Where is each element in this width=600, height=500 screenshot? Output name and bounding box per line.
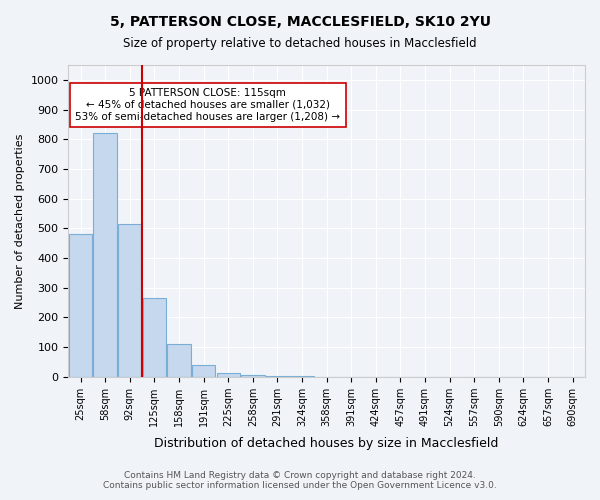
Y-axis label: Number of detached properties: Number of detached properties [15, 133, 25, 308]
Bar [94, 134, 117, 376]
Bar [217, 373, 240, 376]
Bar [167, 344, 191, 376]
X-axis label: Distribution of detached houses by size in Macclesfield: Distribution of detached houses by size … [154, 437, 499, 450]
Bar [143, 298, 166, 376]
Text: 5 PATTERSON CLOSE: 115sqm
← 45% of detached houses are smaller (1,032)
53% of se: 5 PATTERSON CLOSE: 115sqm ← 45% of detac… [75, 88, 340, 122]
Bar [118, 224, 142, 376]
Text: Contains HM Land Registry data © Crown copyright and database right 2024.
Contai: Contains HM Land Registry data © Crown c… [103, 470, 497, 490]
Bar [192, 365, 215, 376]
Text: 5, PATTERSON CLOSE, MACCLESFIELD, SK10 2YU: 5, PATTERSON CLOSE, MACCLESFIELD, SK10 2… [110, 15, 491, 29]
Bar [241, 375, 265, 376]
Bar [69, 234, 92, 376]
Text: Size of property relative to detached houses in Macclesfield: Size of property relative to detached ho… [123, 38, 477, 51]
